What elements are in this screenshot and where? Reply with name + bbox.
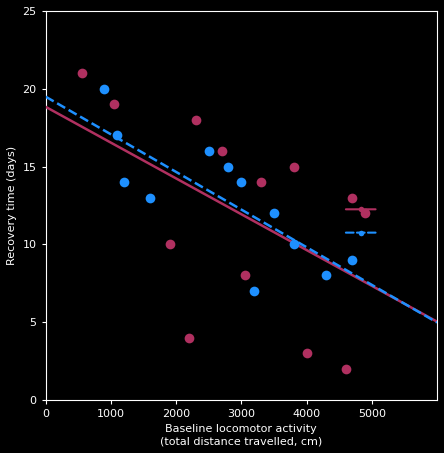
Point [241,272,248,279]
Point [166,241,173,248]
Point [290,163,297,170]
Point [192,116,199,124]
Point [101,85,108,92]
Point [78,70,85,77]
Point [303,350,310,357]
Point [290,241,297,248]
Point [238,178,245,186]
Point [349,194,356,201]
Point [270,210,278,217]
Point [258,178,265,186]
Point [205,147,212,154]
Point [251,287,258,294]
X-axis label: Baseline locomotor activity
(total distance travelled, cm): Baseline locomotor activity (total dista… [160,424,322,446]
Point [225,163,232,170]
Point [342,365,349,372]
Y-axis label: Recovery time (days): Recovery time (days) [7,146,17,265]
Point [147,194,154,201]
Point [323,272,330,279]
Point [186,334,193,341]
Point [362,210,369,217]
Point [349,256,356,264]
Point [114,132,121,139]
Point [218,147,226,154]
Point [111,101,118,108]
Point [120,178,127,186]
